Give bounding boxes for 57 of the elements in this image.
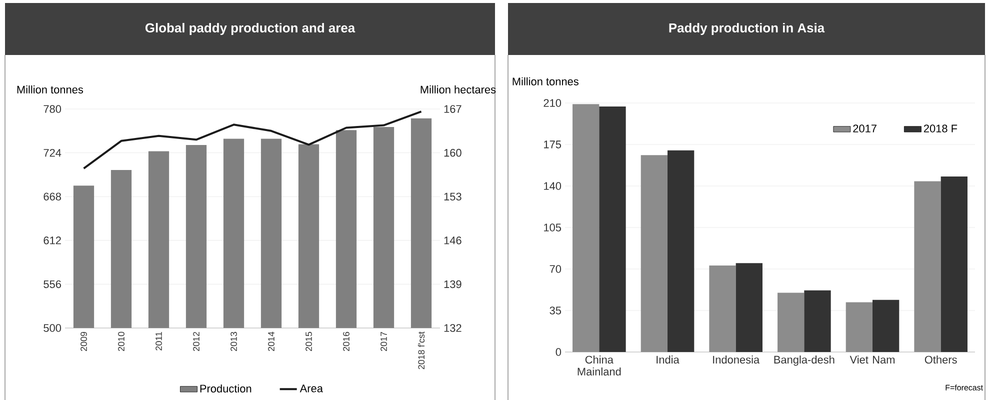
x-tick-label: 2015 bbox=[306, 332, 312, 352]
x-tick-label: India bbox=[656, 356, 680, 364]
line-series bbox=[82, 110, 422, 170]
legend-label: Production bbox=[200, 384, 252, 393]
y2-tick-label: 153 bbox=[444, 192, 462, 200]
y-tick-label: 0 bbox=[556, 348, 562, 356]
legend-label: 2018 F bbox=[924, 124, 958, 132]
chart-title: Paddy production in Asia bbox=[669, 22, 825, 36]
bar bbox=[572, 104, 600, 352]
bar bbox=[709, 265, 736, 352]
y2-tick-label: 160 bbox=[444, 148, 462, 157]
y-tick-label: 210 bbox=[544, 99, 562, 107]
y-tick-label: 780 bbox=[44, 105, 62, 113]
y-axis-title: Million tonnes bbox=[17, 85, 84, 94]
y2-axis-title: Million hectares bbox=[420, 85, 496, 94]
bar bbox=[872, 300, 900, 352]
x-tick-label: 2017 bbox=[380, 332, 387, 352]
bar bbox=[940, 176, 968, 352]
x-tick-label: Others bbox=[924, 356, 957, 364]
x-tick-label: 2009 bbox=[80, 332, 87, 352]
y-tick-label: 105 bbox=[544, 224, 562, 232]
legend-label: 2017 bbox=[853, 124, 876, 132]
bar bbox=[778, 292, 804, 352]
y-tick-label: 668 bbox=[44, 192, 61, 200]
x-tick-label: Indonesia bbox=[713, 356, 760, 364]
x-tick-label: Viet Nam bbox=[850, 356, 895, 364]
chart-title: Global paddy production and area bbox=[145, 22, 356, 36]
y-tick-label: 556 bbox=[44, 280, 61, 288]
bar bbox=[668, 150, 694, 352]
x-tick-label: 2013 bbox=[230, 332, 237, 352]
legend-label: Area bbox=[300, 384, 323, 392]
y2-tick-label: 167 bbox=[444, 105, 462, 113]
y2-tick-label: 146 bbox=[444, 236, 462, 244]
x-tick-label: 2011 bbox=[156, 332, 162, 350]
x-tick-label: 2012 bbox=[193, 332, 200, 352]
bar bbox=[914, 181, 941, 352]
y-tick-label: 140 bbox=[544, 182, 562, 190]
y-tick-label: 612 bbox=[44, 236, 61, 244]
y-tick-label: 175 bbox=[544, 140, 562, 148]
y-tick-label: 500 bbox=[44, 324, 62, 332]
bar bbox=[640, 155, 668, 352]
y2-tick-label: 139 bbox=[444, 280, 462, 288]
y2-tick-label: 132 bbox=[444, 324, 462, 332]
bar bbox=[846, 302, 873, 352]
x-tick-label: 2010 bbox=[118, 332, 124, 352]
y-tick-label: 35 bbox=[550, 306, 562, 314]
y-axis-title: Million tonnes bbox=[512, 77, 578, 86]
x-tick-label: Bangla-desh bbox=[774, 356, 834, 366]
x-tick-label: China Mainland bbox=[578, 356, 621, 376]
x-tick-label: 2016 bbox=[343, 332, 350, 352]
bar bbox=[736, 263, 762, 352]
bar bbox=[804, 290, 831, 352]
x-tick-label: 2014 bbox=[268, 332, 274, 352]
x-tick-label: 2018 f'cst bbox=[418, 332, 425, 370]
bar bbox=[599, 106, 626, 352]
y-tick-label: 724 bbox=[44, 148, 62, 157]
y-tick-label: 70 bbox=[550, 265, 562, 273]
